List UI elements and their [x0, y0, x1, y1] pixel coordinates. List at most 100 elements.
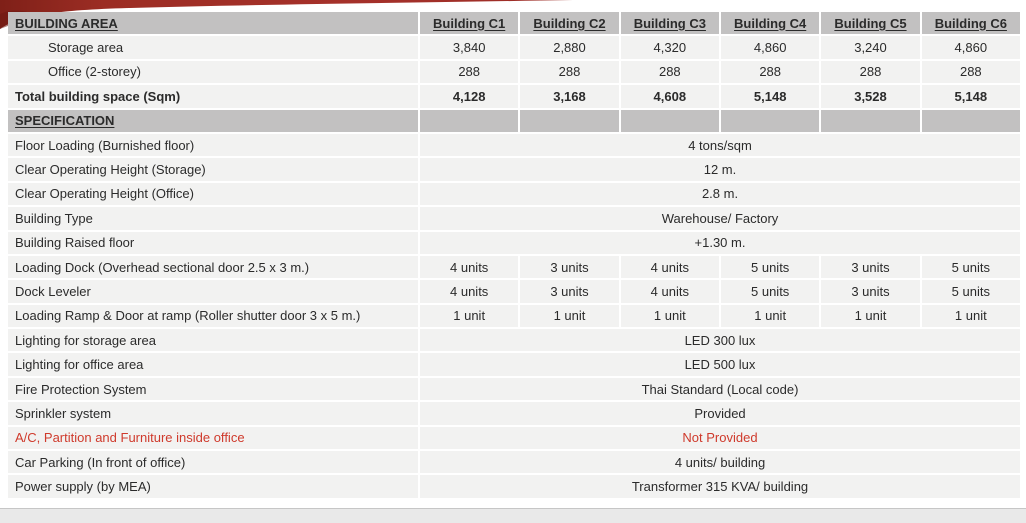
- column-header: Building C5: [821, 12, 920, 35]
- table-row: Clear Operating Height (Office) 2.8 m.: [8, 182, 1020, 206]
- table-row: Office (2-storey) 288 288 288 288 288 288: [8, 60, 1020, 84]
- value-cell: 4,608: [620, 85, 719, 108]
- row-label: Floor Loading (Burnished floor): [8, 133, 418, 157]
- table-row: Dock Leveler 4 units 3 units 4 units 5 units…: [8, 280, 1020, 303]
- row-label: Lighting for storage area: [8, 329, 418, 352]
- value-cell: 1 unit: [721, 304, 820, 328]
- column-header: Building C2: [520, 12, 619, 35]
- row-label: Lighting for office area: [8, 353, 418, 376]
- value-cell: 5,148: [721, 85, 820, 108]
- table-row: BUILDING AREA Building C1 Building C2 Build…: [8, 12, 1020, 35]
- value-cell: 3 units: [821, 280, 920, 303]
- row-label: Clear Operating Height (Office): [8, 182, 418, 206]
- row-label: A/C, Partition and Furniture inside offi…: [8, 426, 418, 450]
- value-cell: 3,840: [420, 36, 519, 59]
- row-label: Clear Operating Height (Storage): [8, 158, 418, 181]
- span-value-cell: 2.8 m.: [420, 182, 1020, 206]
- row-label: Car Parking (In front of office): [8, 451, 418, 474]
- value-cell: 1 unit: [420, 304, 519, 328]
- span-value-cell: 4 tons/sqm: [420, 133, 1020, 157]
- span-value-cell: Provided: [420, 402, 1020, 425]
- value-cell: 4,128: [420, 85, 519, 108]
- column-header: Building C1: [420, 12, 519, 35]
- value-cell: 288: [620, 60, 719, 84]
- value-cell: 2,880: [520, 36, 619, 59]
- row-label: SPECIFICATION: [8, 109, 418, 132]
- span-value-cell: Thai Standard (Local code): [420, 377, 1020, 401]
- section-filler-cell: [520, 109, 619, 132]
- value-cell: 5,148: [921, 85, 1020, 108]
- value-cell: 4 units: [620, 280, 719, 303]
- row-label: Loading Dock (Overhead sectional door 2.…: [8, 255, 418, 279]
- value-cell: 4 units: [620, 255, 719, 279]
- row-label: Fire Protection System: [8, 377, 418, 401]
- value-cell: 4 units: [420, 255, 519, 279]
- table-row: Power supply (by MEA) Transformer 315 KVA…: [8, 475, 1020, 498]
- value-cell: 288: [721, 60, 820, 84]
- table-row: Building Type Warehouse/ Factory: [8, 207, 1020, 230]
- table-row: A/C, Partition and Furniture inside offi…: [8, 426, 1020, 450]
- row-label: Office (2-storey): [8, 60, 418, 84]
- table-row: Building Raised floor +1.30 m.: [8, 231, 1020, 254]
- span-value-cell: 12 m.: [420, 158, 1020, 181]
- page-bottom-strip: [0, 509, 1026, 522]
- value-cell: 288: [821, 60, 920, 84]
- table-row: Clear Operating Height (Storage) 12 m.: [8, 158, 1020, 181]
- value-cell: 5 units: [721, 280, 820, 303]
- row-label: Loading Ramp & Door at ramp (Roller shut…: [8, 304, 418, 328]
- value-cell: 4,860: [921, 36, 1020, 59]
- value-cell: 5 units: [921, 280, 1020, 303]
- row-label: Building Raised floor: [8, 231, 418, 254]
- value-cell: 4 units: [420, 280, 519, 303]
- value-cell: 1 unit: [520, 304, 619, 328]
- table-row: Lighting for storage area LED 300 lux: [8, 329, 1020, 352]
- spec-sheet-card: BUILDING AREA Building C1 Building C2 Build…: [0, 0, 1026, 509]
- span-value-cell: 4 units/ building: [420, 451, 1020, 474]
- row-label: Dock Leveler: [8, 280, 418, 303]
- value-cell: 1 unit: [821, 304, 920, 328]
- span-value-cell: Warehouse/ Factory: [420, 207, 1020, 230]
- table-row: Total building space (Sqm) 4,128 3,168 4,60…: [8, 85, 1020, 108]
- building-spec-table: BUILDING AREA Building C1 Building C2 Build…: [8, 12, 1020, 500]
- value-cell: 5 units: [921, 255, 1020, 279]
- value-cell: 288: [921, 60, 1020, 84]
- table-row: Storage area 3,840 2,880 4,320 4,860 3,240 4,8…: [8, 36, 1020, 59]
- section-filler-cell: [821, 109, 920, 132]
- column-header: Building C4: [721, 12, 820, 35]
- row-label: Power supply (by MEA): [8, 475, 418, 498]
- row-label: BUILDING AREA: [8, 12, 418, 35]
- table-row: Sprinkler system Provided: [8, 402, 1020, 425]
- value-cell: 3,240: [821, 36, 920, 59]
- span-value-cell: Not Provided: [420, 426, 1020, 450]
- value-cell: 5 units: [721, 255, 820, 279]
- table-row: Fire Protection System Thai Standard (Loc…: [8, 377, 1020, 401]
- table-row: Loading Ramp & Door at ramp (Roller shut…: [8, 304, 1020, 328]
- table-row: Lighting for office area LED 500 lux: [8, 353, 1020, 376]
- value-cell: 3 units: [821, 255, 920, 279]
- value-cell: 4,860: [721, 36, 820, 59]
- value-cell: 3 units: [520, 255, 619, 279]
- row-label: Building Type: [8, 207, 418, 230]
- table-row: Car Parking (In front of office) 4 units/…: [8, 451, 1020, 474]
- value-cell: 3,528: [821, 85, 920, 108]
- span-value-cell: Transformer 315 KVA/ building: [420, 475, 1020, 498]
- span-value-cell: LED 500 lux: [420, 353, 1020, 376]
- column-header: Building C3: [620, 12, 719, 35]
- value-cell: 288: [420, 60, 519, 84]
- value-cell: 288: [520, 60, 619, 84]
- row-label: Sprinkler system: [8, 402, 418, 425]
- span-value-cell: +1.30 m.: [420, 231, 1020, 254]
- column-header: Building C6: [921, 12, 1020, 35]
- table-row: SPECIFICATION: [8, 109, 1020, 132]
- row-label: Total building space (Sqm): [8, 85, 418, 108]
- table-row: Floor Loading (Burnished floor) 4 tons/sq…: [8, 133, 1020, 157]
- value-cell: 1 unit: [921, 304, 1020, 328]
- section-filler-cell: [721, 109, 820, 132]
- value-cell: 1 unit: [620, 304, 719, 328]
- value-cell: 4,320: [620, 36, 719, 59]
- row-label: Storage area: [8, 36, 418, 59]
- span-value-cell: LED 300 lux: [420, 329, 1020, 352]
- value-cell: 3 units: [520, 280, 619, 303]
- section-filler-cell: [620, 109, 719, 132]
- section-filler-cell: [420, 109, 519, 132]
